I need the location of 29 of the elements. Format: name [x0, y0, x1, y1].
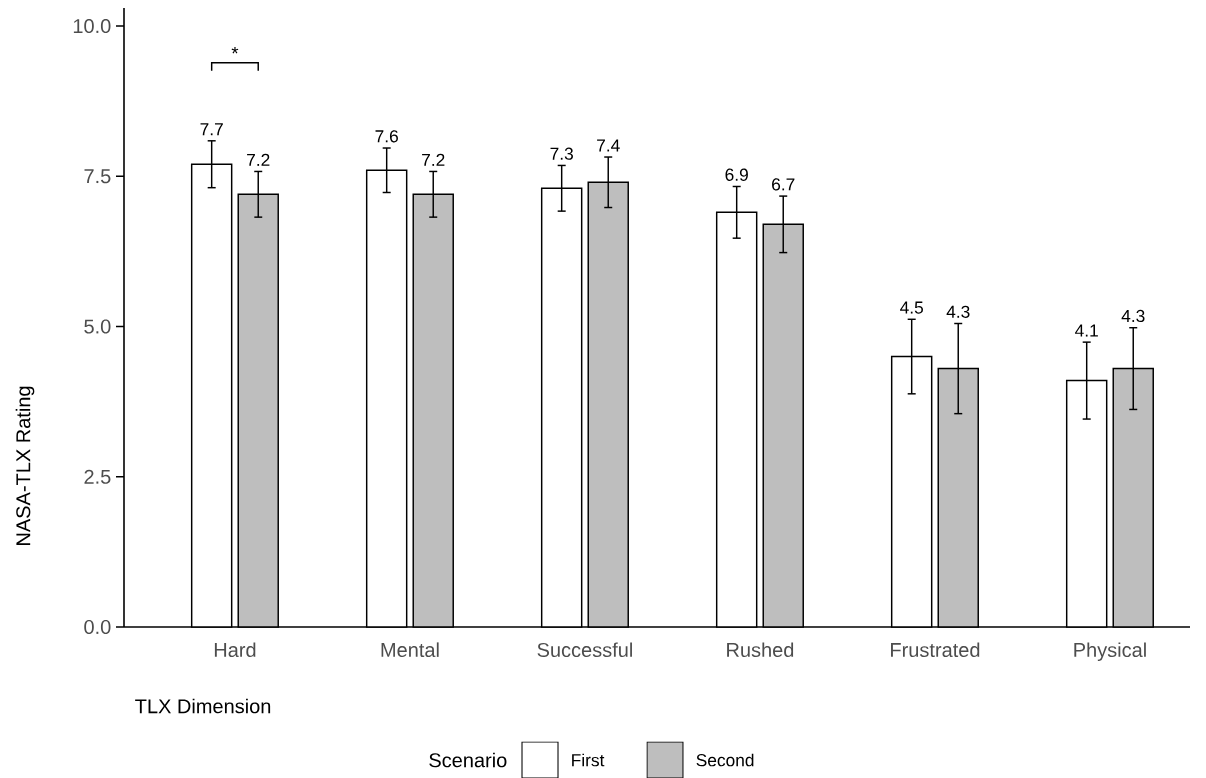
y-tick-label: 5.0 — [84, 319, 111, 334]
data-label: 7.2 — [422, 153, 445, 166]
x-tick-label: Hard — [214, 642, 256, 658]
data-label: 7.3 — [550, 147, 573, 160]
legend-label: Second — [696, 753, 754, 767]
data-label: 6.7 — [772, 178, 795, 191]
x-tick-label: Frustrated — [891, 642, 980, 658]
data-label: 7.2 — [247, 153, 270, 166]
annotation: * — [231, 46, 239, 54]
data-label: 6.9 — [725, 168, 748, 181]
y-tick-label: 10.0 — [73, 18, 111, 34]
data-label: 4.1 — [1075, 324, 1098, 337]
data-label: 7.7 — [200, 123, 223, 136]
y-tick-label: 2.5 — [84, 469, 111, 484]
x-axis-title: TLX Dimension — [135, 698, 271, 714]
data-label: 4.5 — [900, 301, 923, 314]
data-label: 4.3 — [1121, 309, 1145, 323]
legend-title: Scenario — [429, 752, 507, 768]
x-tick-label: Physical — [1074, 642, 1146, 662]
data-label: 4.3 — [946, 305, 970, 318]
y-axis-title: NASA-TLX Rating — [15, 386, 35, 545]
y-tick-label: 0.0 — [84, 619, 111, 635]
x-tick-label: Successful — [537, 642, 632, 658]
y-tick-label: 7.5 — [84, 169, 111, 184]
legend-label: First — [572, 753, 605, 767]
x-tick-label: Rushed — [727, 642, 794, 658]
x-tick-label: Mental — [381, 642, 439, 658]
data-label: 7.6 — [375, 130, 398, 143]
data-label: 7.4 — [597, 139, 620, 152]
